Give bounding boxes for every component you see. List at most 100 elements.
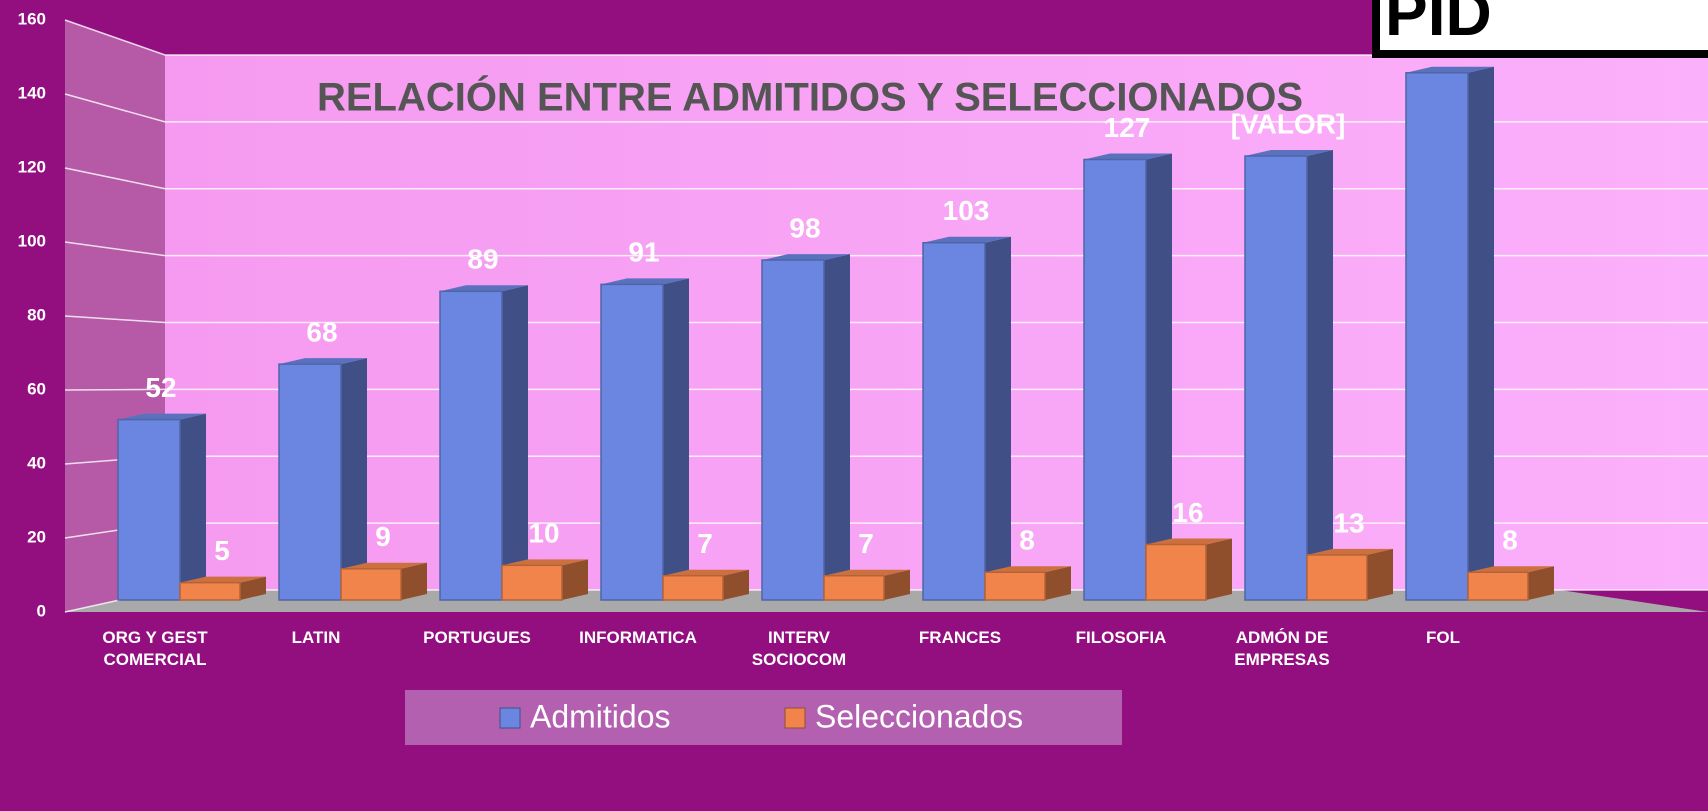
bar-front [1467,571,1529,601]
bar-top [1084,153,1172,160]
bar-side [240,576,266,600]
bar-top [762,254,850,261]
bar-top [985,566,1071,573]
x-tick-label: FOL [1426,628,1460,647]
bar-front [823,574,885,601]
grid-line [64,388,1708,391]
x-tick-label: INFORMATICA [579,628,697,647]
bar-front [761,259,825,601]
logo-inner [1380,0,1708,50]
bar-side [1307,150,1333,600]
y-tick-label: 20 [27,527,46,546]
bar-side [1528,566,1554,600]
x-tick-label: ADMÓN DE EMPRESAS [1234,628,1330,669]
bar-front [1083,158,1147,601]
bar-side [1367,548,1393,600]
bar-side [985,236,1011,600]
bar-side [1206,538,1232,600]
bar-side [502,285,528,600]
bar-front [117,418,181,601]
x-tick-label: FILOSOFIA [1075,628,1167,647]
bar [1467,566,1554,601]
bar [761,254,850,601]
y-tick-label: 140 [18,83,46,102]
bar-front [501,564,563,601]
bar-side [562,559,588,600]
bar-side [1146,153,1172,600]
value-label: 10 [528,518,559,549]
value-label: 16 [1172,497,1203,528]
bar [501,559,588,601]
grid-line [64,167,1708,190]
bar-top [923,236,1011,243]
legend-label: Admitidos [530,698,671,734]
bar [340,562,427,601]
bar [1306,548,1393,601]
bar [823,569,910,601]
x-tick-label: FRANCES [918,628,1002,647]
bar-side [723,569,749,600]
x-tick-label: ORG Y GEST COMERCIAL [102,628,208,669]
value-label: 5 [214,535,230,566]
bar-front [278,363,342,601]
bar-side [180,413,206,600]
bar-side [401,562,427,600]
bar-side [884,569,910,600]
bar [278,358,367,601]
value-label: 8 [1502,525,1518,556]
y-tick-label: 120 [18,157,46,176]
legend-swatch [784,707,806,729]
grid-line [64,241,1708,257]
bar-top [118,413,206,420]
bar-side [663,278,689,600]
legend-label: Seleccionados [815,698,1023,734]
bar [600,278,689,601]
logo: PID [1385,0,1492,49]
value-label: 13 [1333,507,1364,538]
value-label: 68 [306,317,337,348]
legend-box [405,690,1122,745]
bar-front [662,574,724,601]
bar-side [1045,566,1071,600]
bar-front [1244,155,1308,601]
value-label: 91 [628,237,659,268]
bar [1083,153,1172,601]
bar-top [1245,150,1333,156]
x-tick-label: INTERV SOCIOCOM [751,628,847,669]
bar-front [600,283,664,601]
bar-front [922,241,986,601]
bar-top [1406,66,1494,73]
bar-top [341,562,427,569]
bar [922,236,1011,601]
bar [1244,150,1333,601]
bar [984,566,1071,601]
value-label: 9 [375,521,391,552]
bar-front [179,581,241,601]
value-label: 89 [467,244,498,275]
legend-swatch [499,707,521,729]
bar [1405,66,1494,601]
x-tick-label: PORTUGUES [423,628,531,647]
bar [1145,538,1232,601]
bar-top [440,285,528,292]
value-label: 7 [858,528,874,559]
bar-front [340,568,402,601]
bar-front [1306,554,1368,601]
bar-side [341,358,367,600]
value-label: 127 [1104,112,1151,143]
y-tick-label: 40 [27,453,46,472]
value-label: 8 [1019,525,1035,556]
value-label: 7 [697,528,713,559]
bar [117,413,206,601]
bar-front [1405,72,1469,601]
grid-line [64,315,1708,324]
grid-line [64,93,1708,123]
y-tick-label: 0 [37,601,46,620]
y-tick-label: 60 [27,379,46,398]
bar-front [984,571,1046,601]
bar-front [1145,543,1207,601]
y-tick-label: 100 [18,231,46,250]
bar-side [1468,66,1494,600]
